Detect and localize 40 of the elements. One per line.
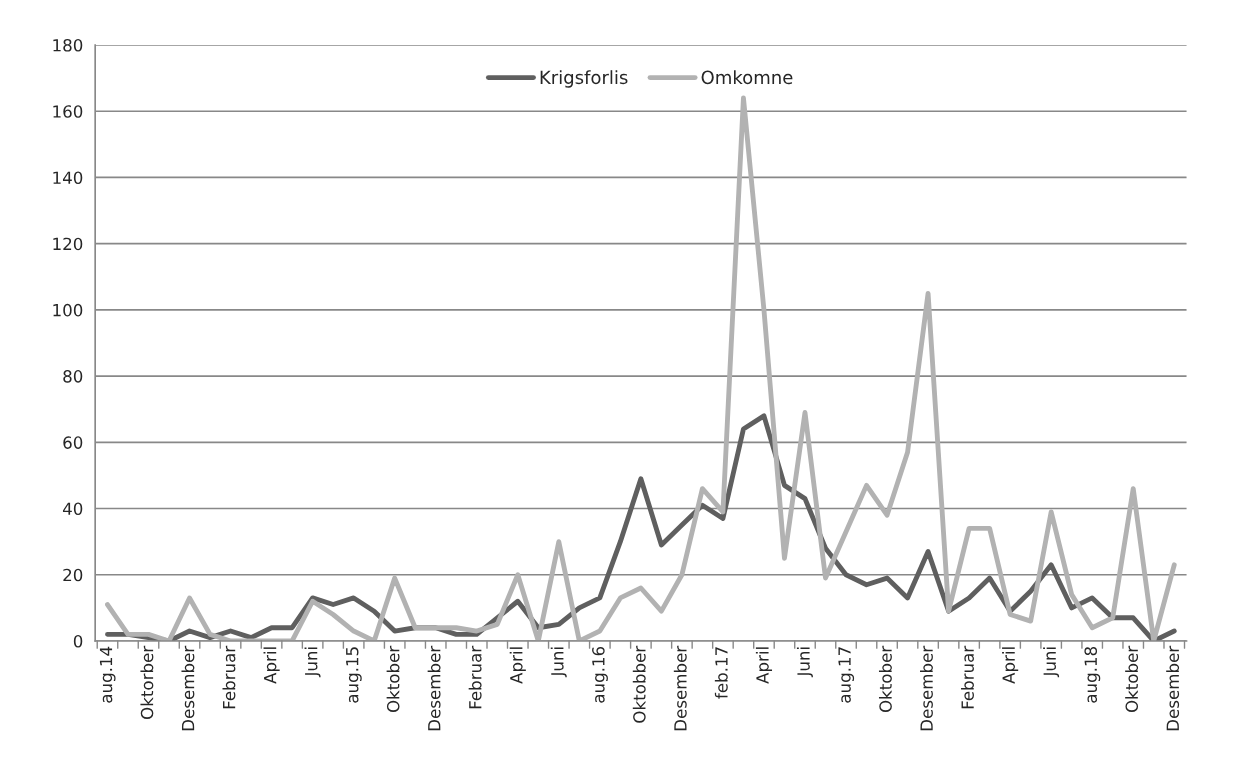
x-tick-label: April: [755, 647, 773, 684]
y-tick-label: 80: [63, 370, 83, 383]
line-series: [105, 95, 1177, 641]
x-tick-label: Oktober: [878, 645, 892, 713]
x-tick-label: Oktobber: [632, 645, 646, 723]
x-tick-label: Juni: [304, 647, 321, 678]
y-tick-label: 60: [63, 436, 83, 449]
y-tick-label: 100: [53, 303, 83, 317]
y-tick-label: 160: [53, 105, 83, 118]
y-tick-label: 120: [53, 237, 83, 251]
x-tick-label: Desember: [1166, 645, 1180, 731]
x-tick-label: Desember: [427, 645, 441, 731]
x-tick-label: April: [263, 647, 280, 684]
legend-label: Krigsforlis: [540, 70, 628, 88]
x-tick-label: April: [1002, 647, 1019, 684]
x-tick-label: Desember: [920, 645, 933, 731]
x-tick-label: Oktober: [1125, 645, 1139, 713]
x-tick-label: feb.17: [714, 647, 728, 699]
y-tick-label: 180: [53, 38, 83, 52]
x-tick-label: Oktober: [386, 645, 400, 713]
x-tick-label: aug.14: [99, 646, 116, 703]
y-tick-label: 140: [53, 171, 83, 185]
y-tick-label: 0: [73, 634, 83, 648]
x-tick-label: Oktorber: [140, 645, 154, 719]
x-tick-label: aug.17: [838, 647, 855, 703]
x-tick-label: April: [509, 647, 526, 684]
y-tick-label: 40: [62, 502, 83, 516]
x-tick-label: aug.15: [346, 647, 362, 703]
x-tick-label: aug.16: [592, 646, 608, 703]
x-tick-label: aug.18: [1084, 646, 1101, 703]
x-tick-label: Februar: [961, 645, 974, 709]
x-tick-label: Juni: [796, 647, 813, 678]
legend-label: Omkomne: [701, 70, 793, 85]
x-tick-label: Juni: [550, 647, 567, 678]
x-tick-label: Juni: [1043, 647, 1060, 678]
x-tick-label: Desember: [673, 645, 687, 731]
x-tick-label: Februar: [222, 645, 236, 709]
x-tick-label: Desember: [181, 645, 195, 731]
x-tick-label: Februar: [468, 645, 482, 709]
y-tick-label: 20: [63, 568, 83, 582]
